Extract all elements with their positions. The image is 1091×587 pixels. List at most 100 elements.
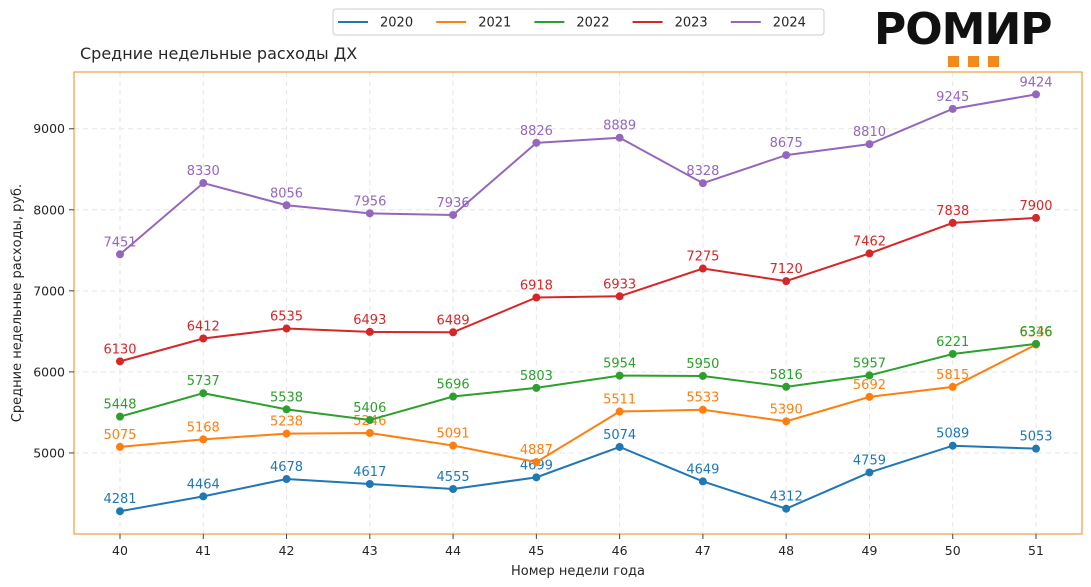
data-label: 5815	[936, 368, 969, 383]
x-tick-label: 41	[195, 543, 211, 558]
data-point	[449, 328, 458, 337]
data-label: 5954	[603, 357, 636, 372]
data-point	[948, 349, 957, 358]
data-point	[1032, 90, 1040, 99]
data-point	[282, 475, 291, 484]
data-label: 6933	[603, 277, 636, 292]
data-label: 7451	[103, 235, 136, 250]
data-label: 7120	[770, 262, 803, 277]
data-label: 5091	[437, 427, 470, 442]
series-2020: 4281446446784617455546995074464943124759…	[103, 427, 1053, 516]
x-tick-label: 44	[445, 543, 461, 558]
data-label: 4312	[770, 490, 803, 505]
data-label: 6412	[187, 320, 220, 335]
data-point	[1032, 213, 1040, 222]
logo-square	[988, 56, 999, 67]
data-label: 5737	[187, 374, 220, 389]
data-label: 8826	[520, 124, 553, 139]
data-point	[782, 504, 791, 513]
data-label: 6346	[1019, 325, 1052, 340]
data-point	[199, 389, 208, 398]
series-line	[119, 343, 1037, 464]
data-label: 7462	[853, 234, 886, 249]
series-layer: 4281446446784617455546995074464943124759…	[103, 75, 1053, 516]
data-point	[365, 209, 374, 218]
logo-text: РОМИР	[874, 4, 1053, 55]
data-point	[116, 412, 124, 421]
data-label: 5533	[686, 391, 719, 406]
data-point	[116, 442, 124, 451]
data-label: 5803	[520, 369, 553, 384]
data-label: 4281	[103, 492, 136, 507]
data-point	[532, 473, 541, 482]
x-tick-label: 45	[528, 543, 544, 558]
series-line	[119, 216, 1037, 363]
y-tick-label: 8000	[33, 202, 65, 217]
data-point	[532, 293, 541, 302]
data-label: 6535	[270, 310, 303, 325]
logo-square	[968, 56, 979, 67]
data-label: 7936	[437, 196, 470, 211]
data-label: 5075	[103, 428, 136, 443]
data-point	[532, 383, 541, 392]
legend-item-2022: 2022	[534, 16, 609, 31]
data-point	[282, 324, 291, 333]
data-point	[698, 477, 707, 486]
x-axis-label: Номер недели года	[511, 564, 645, 579]
x-tick-label: 47	[695, 543, 711, 558]
data-point	[365, 429, 374, 438]
data-point	[365, 327, 374, 336]
data-point	[449, 210, 458, 219]
data-point	[948, 441, 957, 450]
data-point	[948, 104, 957, 113]
x-tick-label: 50	[945, 543, 961, 558]
data-point	[698, 179, 707, 188]
data-point	[782, 382, 791, 391]
data-label: 6493	[353, 313, 386, 328]
x-tick-label: 42	[279, 543, 295, 558]
data-point	[199, 435, 208, 444]
data-label: 5168	[187, 420, 220, 435]
x-tick-label: 40	[112, 543, 128, 558]
data-label: 7956	[353, 194, 386, 209]
data-point	[116, 250, 124, 259]
series-2022: 5448 5737 5538 5406 5696 5803 5954 5950 5816 5957…	[103, 325, 1053, 425]
data-label: 5074	[603, 428, 636, 443]
chart-title: Средние недельные расходы ДХ	[80, 44, 357, 63]
data-label: 8675	[770, 136, 803, 151]
legend-item-2023: 2023	[632, 16, 708, 31]
data-point	[365, 479, 374, 488]
data-point	[782, 417, 791, 426]
data-label: 8056	[270, 186, 303, 201]
x-tick-label: 51	[1028, 543, 1044, 558]
data-label: 4649	[686, 462, 719, 477]
legend-label: 2023	[675, 16, 708, 31]
data-point	[698, 405, 707, 414]
data-label: 6130	[103, 342, 136, 357]
data-point	[282, 429, 291, 438]
data-label: 4678	[270, 460, 303, 475]
data-point	[615, 407, 624, 416]
data-point	[199, 492, 208, 501]
data-point	[865, 140, 874, 149]
data-label: 4887	[520, 443, 553, 458]
y-tick-label: 5000	[33, 445, 65, 460]
data-label: 5950	[686, 357, 719, 372]
data-label: 4617	[353, 465, 386, 480]
data-point	[449, 441, 458, 450]
data-point	[199, 179, 208, 188]
gridlines	[74, 72, 1082, 534]
series-2024: 7451 8330 8056 7956 7936 8826 8889 8328 8675 8810…	[103, 75, 1053, 259]
x-tick-label: 43	[362, 543, 378, 558]
y-tick-label: 6000	[33, 364, 65, 379]
data-label: 8889	[603, 119, 636, 134]
series-line	[119, 342, 1037, 422]
data-point	[615, 371, 624, 380]
data-label: 5053	[1019, 430, 1052, 445]
y-tick-label: 7000	[33, 283, 65, 298]
data-label: 5816	[770, 368, 803, 383]
data-point	[282, 405, 291, 414]
data-label: 5089	[936, 427, 969, 442]
data-point	[282, 201, 291, 210]
data-label: 5390	[770, 402, 803, 417]
